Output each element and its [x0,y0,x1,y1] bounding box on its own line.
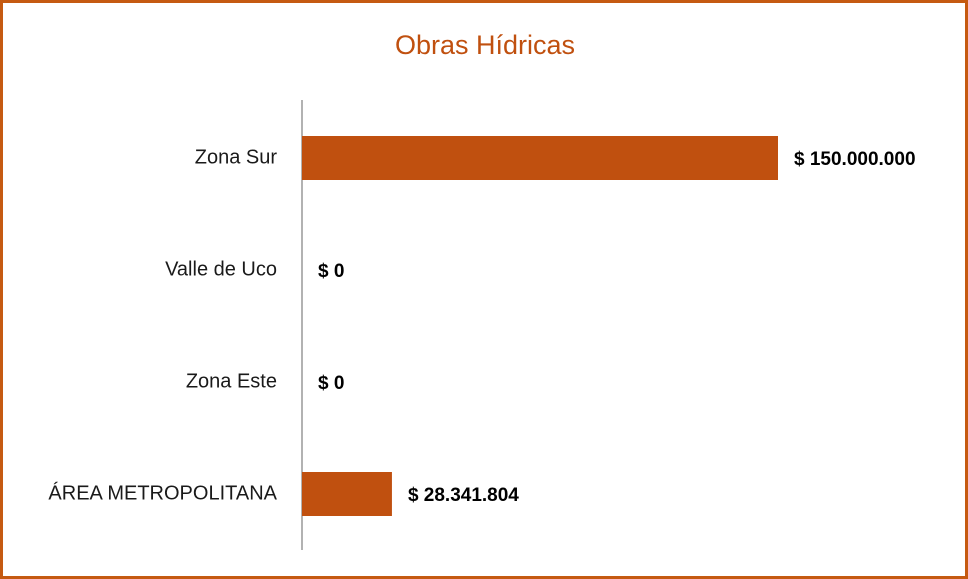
data-label: $ 150.000.000 [794,149,916,170]
data-label: $ 28.341.804 [408,485,519,506]
category-label: Zona Este [186,370,277,392]
bar [302,472,392,516]
bar [302,136,778,180]
category-label: ÁREA METROPOLITANA [48,481,277,504]
chart-title: Obras Hídricas [395,30,575,60]
category-label: Zona Sur [195,146,278,168]
category-label: Valle de Uco [165,258,277,280]
data-label: $ 0 [318,373,344,394]
data-label: $ 0 [318,261,344,282]
